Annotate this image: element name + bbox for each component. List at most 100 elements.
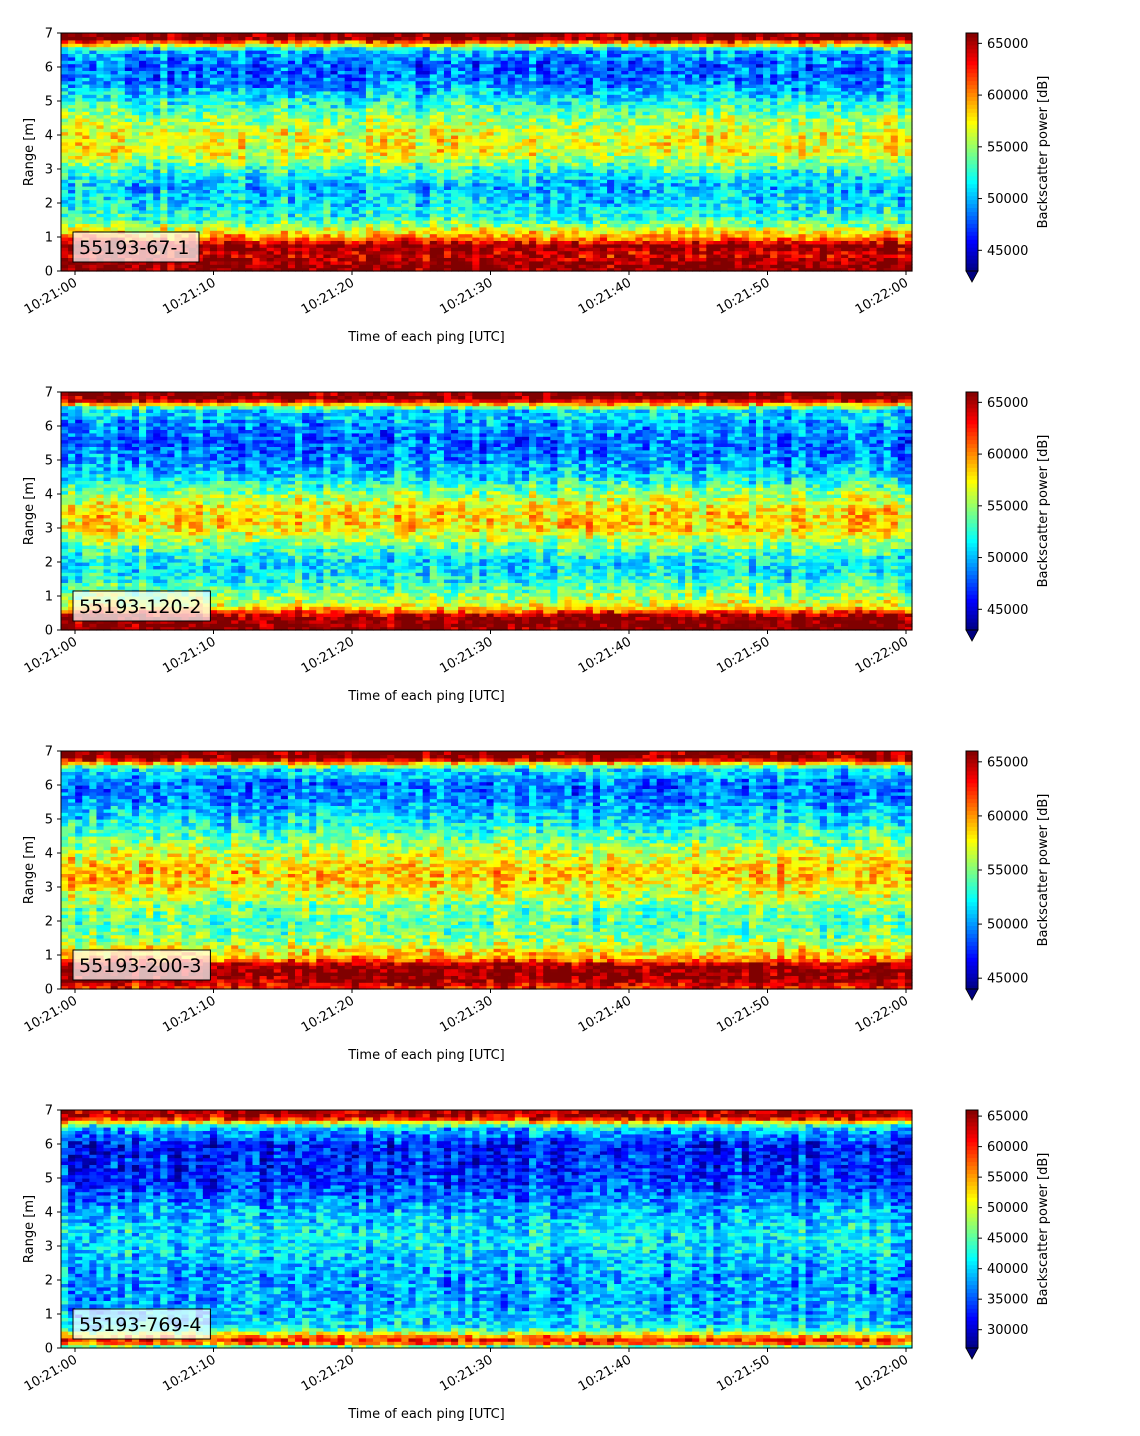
heatmap-cell — [68, 230, 76, 235]
heatmap-cell — [529, 250, 537, 255]
heatmap-cell — [330, 138, 339, 143]
heatmap-cell — [231, 50, 239, 54]
heatmap-cell — [273, 162, 282, 167]
heatmap-cell — [521, 216, 530, 221]
heatmap-cell — [82, 182, 90, 187]
heatmap-cell — [245, 179, 254, 184]
heatmap-cell — [337, 107, 346, 112]
heatmap-cell — [217, 189, 225, 194]
heatmap-cell — [131, 209, 140, 214]
heatmap-cell — [422, 216, 431, 221]
heatmap-cell — [110, 141, 119, 146]
heatmap-cell — [252, 101, 261, 105]
heatmap-cell — [302, 77, 310, 82]
heatmap-cell — [451, 182, 459, 187]
heatmap-cell — [124, 94, 133, 99]
heatmap-cell — [543, 141, 551, 146]
heatmap-cell — [280, 216, 289, 221]
heatmap-cell — [337, 84, 346, 88]
heatmap-cell — [231, 158, 239, 163]
heatmap-cell — [188, 124, 197, 129]
heatmap-cell — [153, 94, 161, 99]
heatmap-cell — [238, 36, 246, 41]
heatmap-cell — [529, 175, 537, 180]
heatmap-cell — [139, 94, 147, 99]
heatmap-cell — [160, 203, 168, 207]
heatmap-cell — [195, 223, 204, 228]
heatmap-cell — [344, 107, 353, 112]
heatmap-cell — [160, 121, 168, 126]
heatmap-cell — [103, 179, 112, 184]
heatmap-cell — [302, 121, 310, 126]
heatmap-cell — [436, 175, 445, 180]
heatmap-cell — [330, 206, 339, 211]
heatmap-cell — [344, 60, 353, 65]
heatmap-cell — [117, 186, 126, 190]
heatmap-cell — [309, 260, 317, 265]
heatmap-cell — [195, 80, 204, 85]
heatmap-cell — [68, 196, 76, 201]
heatmap-cell — [252, 63, 261, 68]
heatmap-cell — [89, 226, 98, 231]
heatmap-cell — [110, 77, 119, 82]
heatmap-cell — [309, 70, 317, 75]
heatmap-cell — [245, 267, 254, 272]
heatmap-cell — [75, 192, 83, 197]
heatmap-cell — [550, 243, 559, 248]
heatmap-cell — [89, 56, 98, 61]
heatmap-cell — [316, 46, 324, 51]
heatmap-cell — [529, 131, 537, 136]
heatmap-cell — [550, 33, 559, 37]
heatmap-cell — [259, 46, 268, 51]
heatmap-cell — [401, 226, 410, 231]
heatmap-cell — [266, 148, 275, 153]
heatmap-cell — [181, 70, 190, 75]
heatmap-cell — [380, 199, 388, 204]
heatmap-cell — [521, 131, 530, 136]
heatmap-cell — [82, 260, 90, 265]
heatmap-cell — [146, 162, 154, 167]
heatmap-cell — [323, 250, 332, 255]
heatmap-cell — [493, 148, 502, 153]
heatmap-cell — [82, 121, 90, 126]
heatmap-cell — [75, 50, 83, 54]
heatmap-cell — [323, 203, 332, 207]
heatmap-cell — [259, 226, 268, 231]
heatmap-cell — [117, 70, 126, 75]
heatmap-cell — [280, 264, 289, 269]
heatmap-cell — [323, 39, 332, 44]
heatmap-cell — [224, 141, 232, 146]
heatmap-cell — [422, 199, 431, 204]
heatmap-cell — [436, 199, 445, 204]
heatmap-cell — [443, 33, 452, 37]
heatmap-cell — [61, 141, 69, 146]
heatmap-cell — [330, 124, 339, 129]
heatmap-cell — [209, 169, 218, 173]
heatmap-cell — [209, 145, 218, 150]
heatmap-cell — [131, 172, 140, 177]
heatmap-cell — [202, 138, 211, 143]
heatmap-cell — [174, 155, 183, 160]
heatmap-cell — [358, 46, 367, 51]
heatmap-cell — [337, 101, 346, 105]
heatmap-cell — [309, 101, 317, 105]
heatmap-cell — [238, 209, 246, 214]
heatmap-cell — [153, 60, 161, 65]
heatmap-cell — [351, 128, 360, 133]
heatmap-cell — [344, 131, 353, 136]
heatmap-cell — [365, 254, 374, 258]
heatmap-cell — [259, 179, 268, 184]
heatmap-cell — [202, 175, 211, 180]
heatmap-cell — [373, 73, 381, 78]
heatmap-cell — [124, 60, 133, 65]
heatmap-cell — [146, 77, 154, 82]
heatmap-cell — [380, 230, 388, 235]
heatmap-cell — [295, 162, 303, 167]
heatmap-cell — [174, 118, 183, 122]
heatmap-cell — [295, 264, 303, 269]
heatmap-cell — [124, 121, 133, 126]
heatmap-cell — [117, 101, 126, 105]
heatmap-cell — [365, 199, 374, 204]
heatmap-cell — [117, 145, 126, 150]
heatmap-cell — [139, 145, 147, 150]
